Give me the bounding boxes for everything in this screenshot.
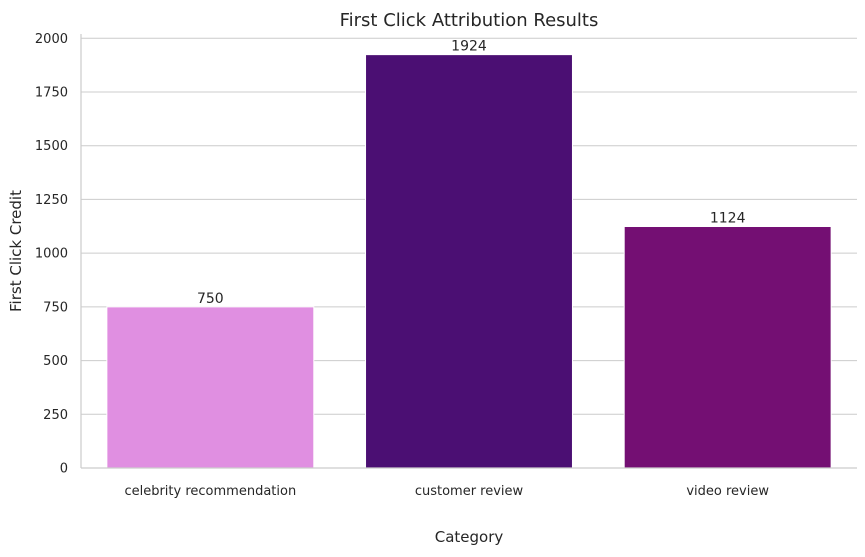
x-tick-label: customer review [415,484,524,499]
y-axis-ticks: 0 250 500 750 1000 1250 1500 1750 2000 [35,32,68,477]
x-tick-label: video review [686,484,769,499]
x-axis-label: Category [435,528,504,546]
y-tick-label: 250 [43,408,68,423]
x-axis-ticks: celebrity recommendation customer review v… [124,484,769,499]
bar-value-label: 1124 [710,211,746,227]
x-tick-label: celebrity recommendation [124,484,296,499]
bars [106,54,832,469]
chart-title: First Click Attribution Results [340,10,599,31]
y-axis-label: First Click Credit [7,190,25,312]
bar-value-label: 750 [197,291,224,307]
y-tick-label: 750 [43,300,68,315]
bar [106,306,315,469]
bar-value-label: 1924 [451,39,487,55]
bar [365,54,573,469]
y-tick-label: 1250 [35,193,68,208]
y-tick-label: 1750 [35,86,68,101]
data-labels: 750 1924 1124 [197,39,746,307]
y-tick-label: 1000 [35,247,68,262]
bar [623,226,832,469]
y-tick-label: 2000 [35,32,68,47]
y-tick-label: 1500 [35,139,68,154]
y-tick-label: 0 [60,462,68,477]
y-tick-label: 500 [43,354,68,369]
